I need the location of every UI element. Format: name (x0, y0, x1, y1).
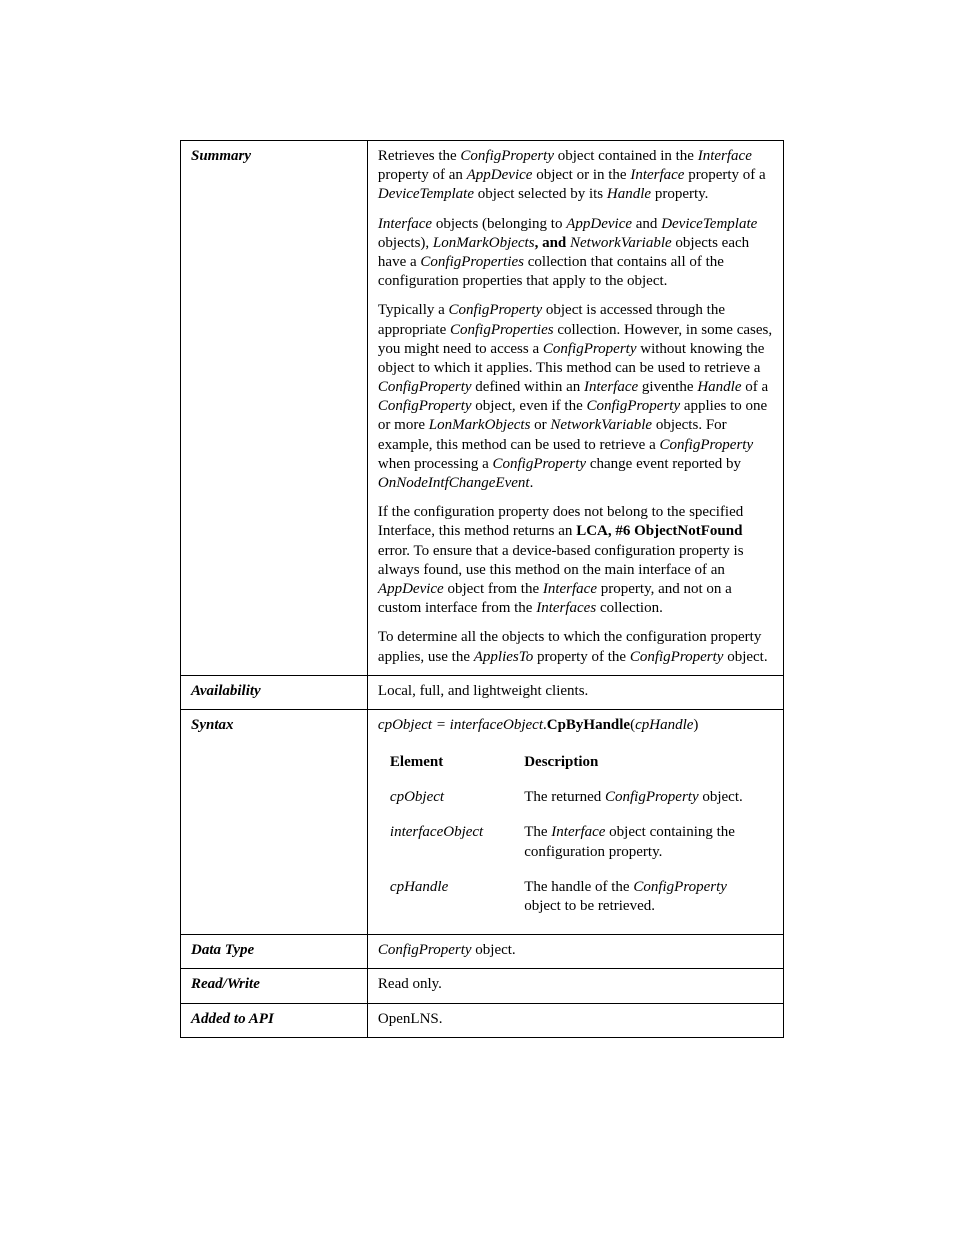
syntax-element-name: interfaceObject (380, 817, 512, 869)
table-row: Syntax cpObject = interfaceObject.CpByHa… (181, 709, 784, 934)
row-label-summary: Summary (181, 141, 368, 676)
row-content-summary: Retrieves the ConfigProperty object cont… (367, 141, 783, 676)
row-label-datatype: Data Type (181, 935, 368, 969)
table-row: Read/Write Read only. (181, 969, 784, 1003)
syntax-header-description: Description (514, 747, 771, 780)
syntax-element-desc: The returned ConfigProperty object. (514, 782, 771, 815)
syntax-expression: cpObject = interfaceObject.CpByHandle(cp… (378, 716, 773, 735)
syntax-element-row: cpObject The returned ConfigProperty obj… (380, 782, 771, 815)
syntax-header-row: Element Description (380, 747, 771, 780)
summary-para-3: Typically a ConfigProperty object is acc… (378, 301, 773, 493)
row-content-syntax: cpObject = interfaceObject.CpByHandle(cp… (367, 709, 783, 934)
row-content-availability: Local, full, and lightweight clients. (367, 675, 783, 709)
row-content-datatype: ConfigProperty object. (367, 935, 783, 969)
row-label-syntax: Syntax (181, 709, 368, 934)
syntax-element-desc: The handle of the ConfigProperty object … (514, 872, 771, 924)
row-content-readwrite: Read only. (367, 969, 783, 1003)
syntax-element-row: cpHandle The handle of the ConfigPropert… (380, 872, 771, 924)
properties-table: Summary Retrieves the ConfigProperty obj… (180, 140, 784, 1038)
syntax-header-element: Element (380, 747, 512, 780)
row-label-readwrite: Read/Write (181, 969, 368, 1003)
page: Summary Retrieves the ConfigProperty obj… (0, 0, 954, 1178)
row-label-addedtoapi: Added to API (181, 1003, 368, 1037)
syntax-element-name: cpObject (380, 782, 512, 815)
syntax-element-row: interfaceObject The Interface object con… (380, 817, 771, 869)
summary-para-5: To determine all the objects to which th… (378, 628, 773, 666)
row-content-addedtoapi: OpenLNS. (367, 1003, 783, 1037)
table-row: Data Type ConfigProperty object. (181, 935, 784, 969)
summary-para-2: Interface objects (belonging to AppDevic… (378, 215, 773, 292)
syntax-element-desc: The Interface object containing the conf… (514, 817, 771, 869)
table-row: Summary Retrieves the ConfigProperty obj… (181, 141, 784, 676)
table-row: Added to API OpenLNS. (181, 1003, 784, 1037)
syntax-element-name: cpHandle (380, 872, 512, 924)
summary-para-4: If the configuration property does not b… (378, 503, 773, 618)
syntax-elements-table: Element Description cpObject The returne… (378, 745, 773, 926)
summary-para-1: Retrieves the ConfigProperty object cont… (378, 147, 773, 205)
row-label-availability: Availability (181, 675, 368, 709)
table-row: Availability Local, full, and lightweigh… (181, 675, 784, 709)
